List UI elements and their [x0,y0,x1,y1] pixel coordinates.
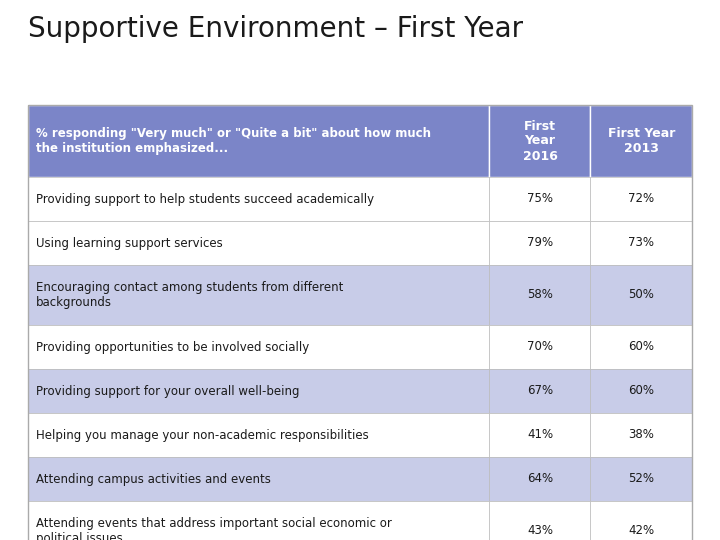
Text: 60%: 60% [629,384,654,397]
Bar [490,369,590,413]
Text: % responding "Very much" or "Quite a bit" about how much
the institution emphasi: % responding "Very much" or "Quite a bit… [36,127,431,155]
Bar [590,265,692,325]
Bar [490,501,590,540]
Bar [590,325,692,369]
Text: 64%: 64% [527,472,553,485]
Bar [590,457,692,501]
Text: 38%: 38% [629,429,654,442]
Text: Encouraging contact among students from different
backgrounds: Encouraging contact among students from … [36,281,343,309]
Text: 67%: 67% [527,384,553,397]
Text: 72%: 72% [628,192,654,206]
Text: 41%: 41% [527,429,553,442]
Text: 43%: 43% [527,524,553,537]
Bar [590,177,692,221]
Text: 75%: 75% [527,192,553,206]
Bar [490,265,590,325]
Text: Providing opportunities to be involved socially: Providing opportunities to be involved s… [36,341,310,354]
Text: Attending campus activities and events: Attending campus activities and events [36,472,271,485]
Bar [28,457,490,501]
Text: 60%: 60% [629,341,654,354]
Bar [590,221,692,265]
Text: 58%: 58% [527,288,553,301]
Bar [28,413,490,457]
Bar [490,457,590,501]
Text: 70%: 70% [527,341,553,354]
Bar [28,221,490,265]
Text: Helping you manage your non-academic responsibilities: Helping you manage your non-academic res… [36,429,369,442]
Text: First Year
2013: First Year 2013 [608,127,675,155]
Bar [28,265,490,325]
Bar [28,177,490,221]
Text: Using learning support services: Using learning support services [36,237,222,249]
Text: 73%: 73% [629,237,654,249]
Bar [490,325,590,369]
Bar [490,221,590,265]
Text: 79%: 79% [527,237,553,249]
Bar [28,369,490,413]
Bar [490,105,590,177]
Text: Providing support for your overall well-being: Providing support for your overall well-… [36,384,300,397]
Bar [590,105,692,177]
Bar [28,325,490,369]
Text: Providing support to help students succeed academically: Providing support to help students succe… [36,192,374,206]
Bar [490,177,590,221]
Bar [490,413,590,457]
Text: Supportive Environment – First Year: Supportive Environment – First Year [28,15,523,43]
Bar [590,369,692,413]
Text: First
Year
2016: First Year 2016 [523,119,557,163]
Bar [28,105,692,540]
Bar [28,105,490,177]
Bar [28,501,490,540]
Text: 42%: 42% [628,524,654,537]
Bar [590,501,692,540]
Text: Attending events that address important social economic or
political issues: Attending events that address important … [36,517,392,540]
Text: 52%: 52% [629,472,654,485]
Bar [590,413,692,457]
Text: 50%: 50% [629,288,654,301]
